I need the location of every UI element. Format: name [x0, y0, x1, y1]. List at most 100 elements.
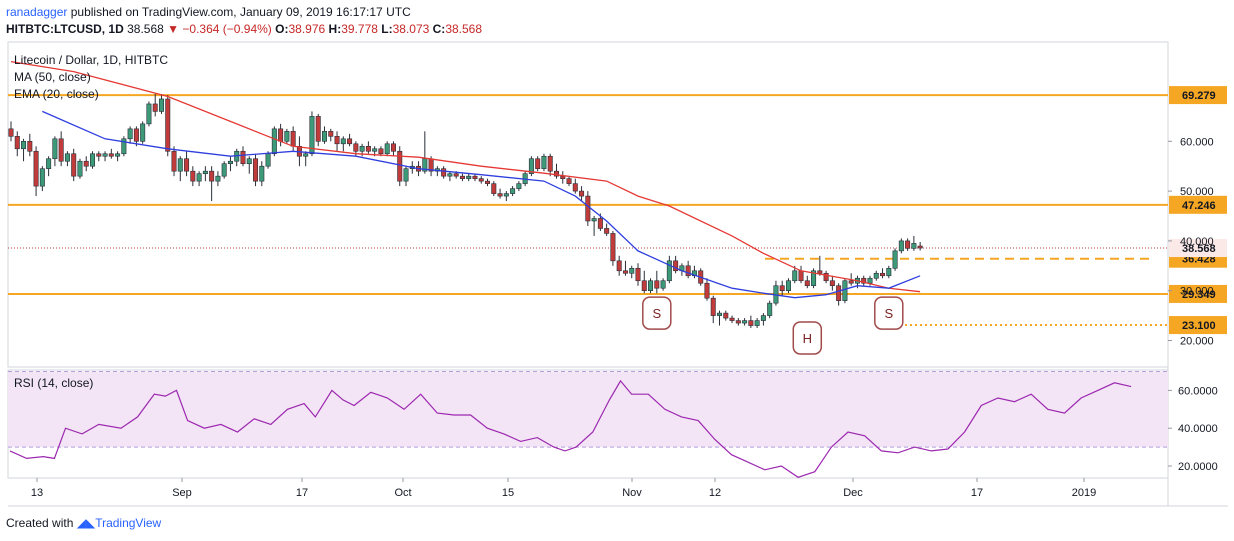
price-tick-label: 60.000: [1180, 136, 1214, 148]
candle-body: [259, 165, 265, 182]
candle-body: [71, 153, 77, 177]
last-price: 38.568: [127, 22, 164, 36]
candle-body: [604, 228, 610, 234]
candle-body: [240, 150, 246, 165]
candle-body: [485, 180, 491, 184]
candle-body: [836, 285, 842, 301]
candle-body: [829, 280, 835, 287]
candle-body: [917, 245, 923, 249]
rsi-line: [9, 379, 1132, 478]
price-change: −0.364 (−0.94%): [182, 22, 272, 36]
candle-body: [547, 155, 553, 172]
candle-body: [541, 155, 547, 169]
candle-body: [616, 260, 622, 272]
candle-body: [284, 131, 290, 142]
candle-body: [246, 158, 252, 165]
pattern-marker-label: S: [652, 306, 661, 321]
candle-body: [453, 173, 459, 177]
candle-body: [497, 193, 503, 197]
tradingview-logo-icon[interactable]: ◢◣: [76, 516, 96, 530]
time-tick-label: Sep: [172, 487, 192, 499]
symbol: HITBTC:LTCUSD, 1D: [6, 22, 124, 36]
candle-body: [321, 131, 327, 142]
candle-body: [353, 143, 359, 152]
candle-body: [553, 170, 559, 177]
candle-body: [510, 188, 516, 194]
candle-body: [666, 260, 672, 282]
last-price-box: [1169, 239, 1227, 258]
candle-body: [184, 158, 190, 172]
author-link[interactable]: ranadagger: [6, 5, 68, 19]
level-label-box: [1169, 86, 1227, 105]
candle-body: [21, 141, 27, 150]
candle-body: [861, 277, 867, 284]
level-label-box: [1169, 284, 1227, 303]
ma-line: [10, 60, 921, 293]
candle-body: [90, 153, 96, 167]
candle-body: [397, 150, 403, 182]
candle-body: [209, 170, 215, 182]
candle-body: [572, 183, 578, 192]
candle-body: [704, 282, 710, 299]
candle-body: [158, 98, 164, 112]
candle-body: [516, 183, 522, 189]
high-value: 39.778: [341, 22, 378, 36]
rsi-tick-label: 40.0000: [1178, 423, 1218, 435]
price-tick-label: 30.000: [1180, 286, 1214, 298]
candle-body: [64, 153, 70, 162]
candle-body: [622, 270, 628, 274]
candle-body: [785, 280, 791, 291]
candle-body: [792, 270, 798, 282]
candle-body: [754, 320, 760, 326]
candle-body: [723, 312, 729, 319]
candle-body: [911, 243, 917, 249]
candle-body: [253, 158, 259, 182]
candle-body: [491, 183, 497, 194]
candle-body: [221, 163, 227, 177]
candle-body: [102, 153, 108, 157]
candle-body: [535, 158, 541, 169]
candle-body: [303, 153, 309, 157]
candle-body: [140, 123, 146, 142]
candle-body: [867, 277, 873, 284]
candle-body: [886, 267, 892, 277]
time-tick-label: Dec: [843, 487, 863, 499]
candle-body: [673, 260, 679, 272]
pattern-marker-label: S: [884, 306, 893, 321]
candle-body: [579, 190, 585, 197]
time-tick-label: 17: [296, 487, 308, 499]
pattern-marker: [642, 296, 672, 330]
rsi-band: [8, 371, 1168, 448]
pattern-marker-label: H: [803, 331, 812, 346]
time-tick-label: 12: [709, 487, 721, 499]
candle-body: [466, 175, 472, 179]
candle-body: [384, 143, 390, 155]
candle-body: [309, 116, 315, 155]
candle-body: [58, 138, 64, 162]
publish-text: published on TradingView.com, January 09…: [70, 5, 411, 19]
open-value: 38.976: [288, 22, 326, 36]
candle-body: [215, 175, 221, 182]
publish-info: ranadagger published on TradingView.com,…: [6, 4, 411, 20]
candle-body: [403, 168, 409, 182]
candle-body: [767, 302, 773, 316]
candle-body: [14, 136, 20, 150]
candle-body: [848, 280, 854, 284]
candle-body: [441, 168, 447, 177]
candle-body: [52, 138, 58, 160]
candle-body: [804, 280, 810, 287]
candle-body: [146, 103, 152, 125]
candle-body: [898, 240, 904, 252]
candle-body: [629, 267, 635, 274]
candle-body: [334, 136, 340, 145]
level-label-box: [1169, 195, 1227, 214]
tradingview-brand[interactable]: TradingView: [95, 516, 162, 530]
candle-body: [133, 128, 139, 142]
candle-body: [347, 138, 353, 145]
candle-body: [115, 153, 121, 157]
candle-body: [77, 160, 83, 177]
level-label: 29.349: [1182, 289, 1216, 301]
candle-body: [271, 128, 277, 155]
candle-body: [892, 250, 898, 269]
